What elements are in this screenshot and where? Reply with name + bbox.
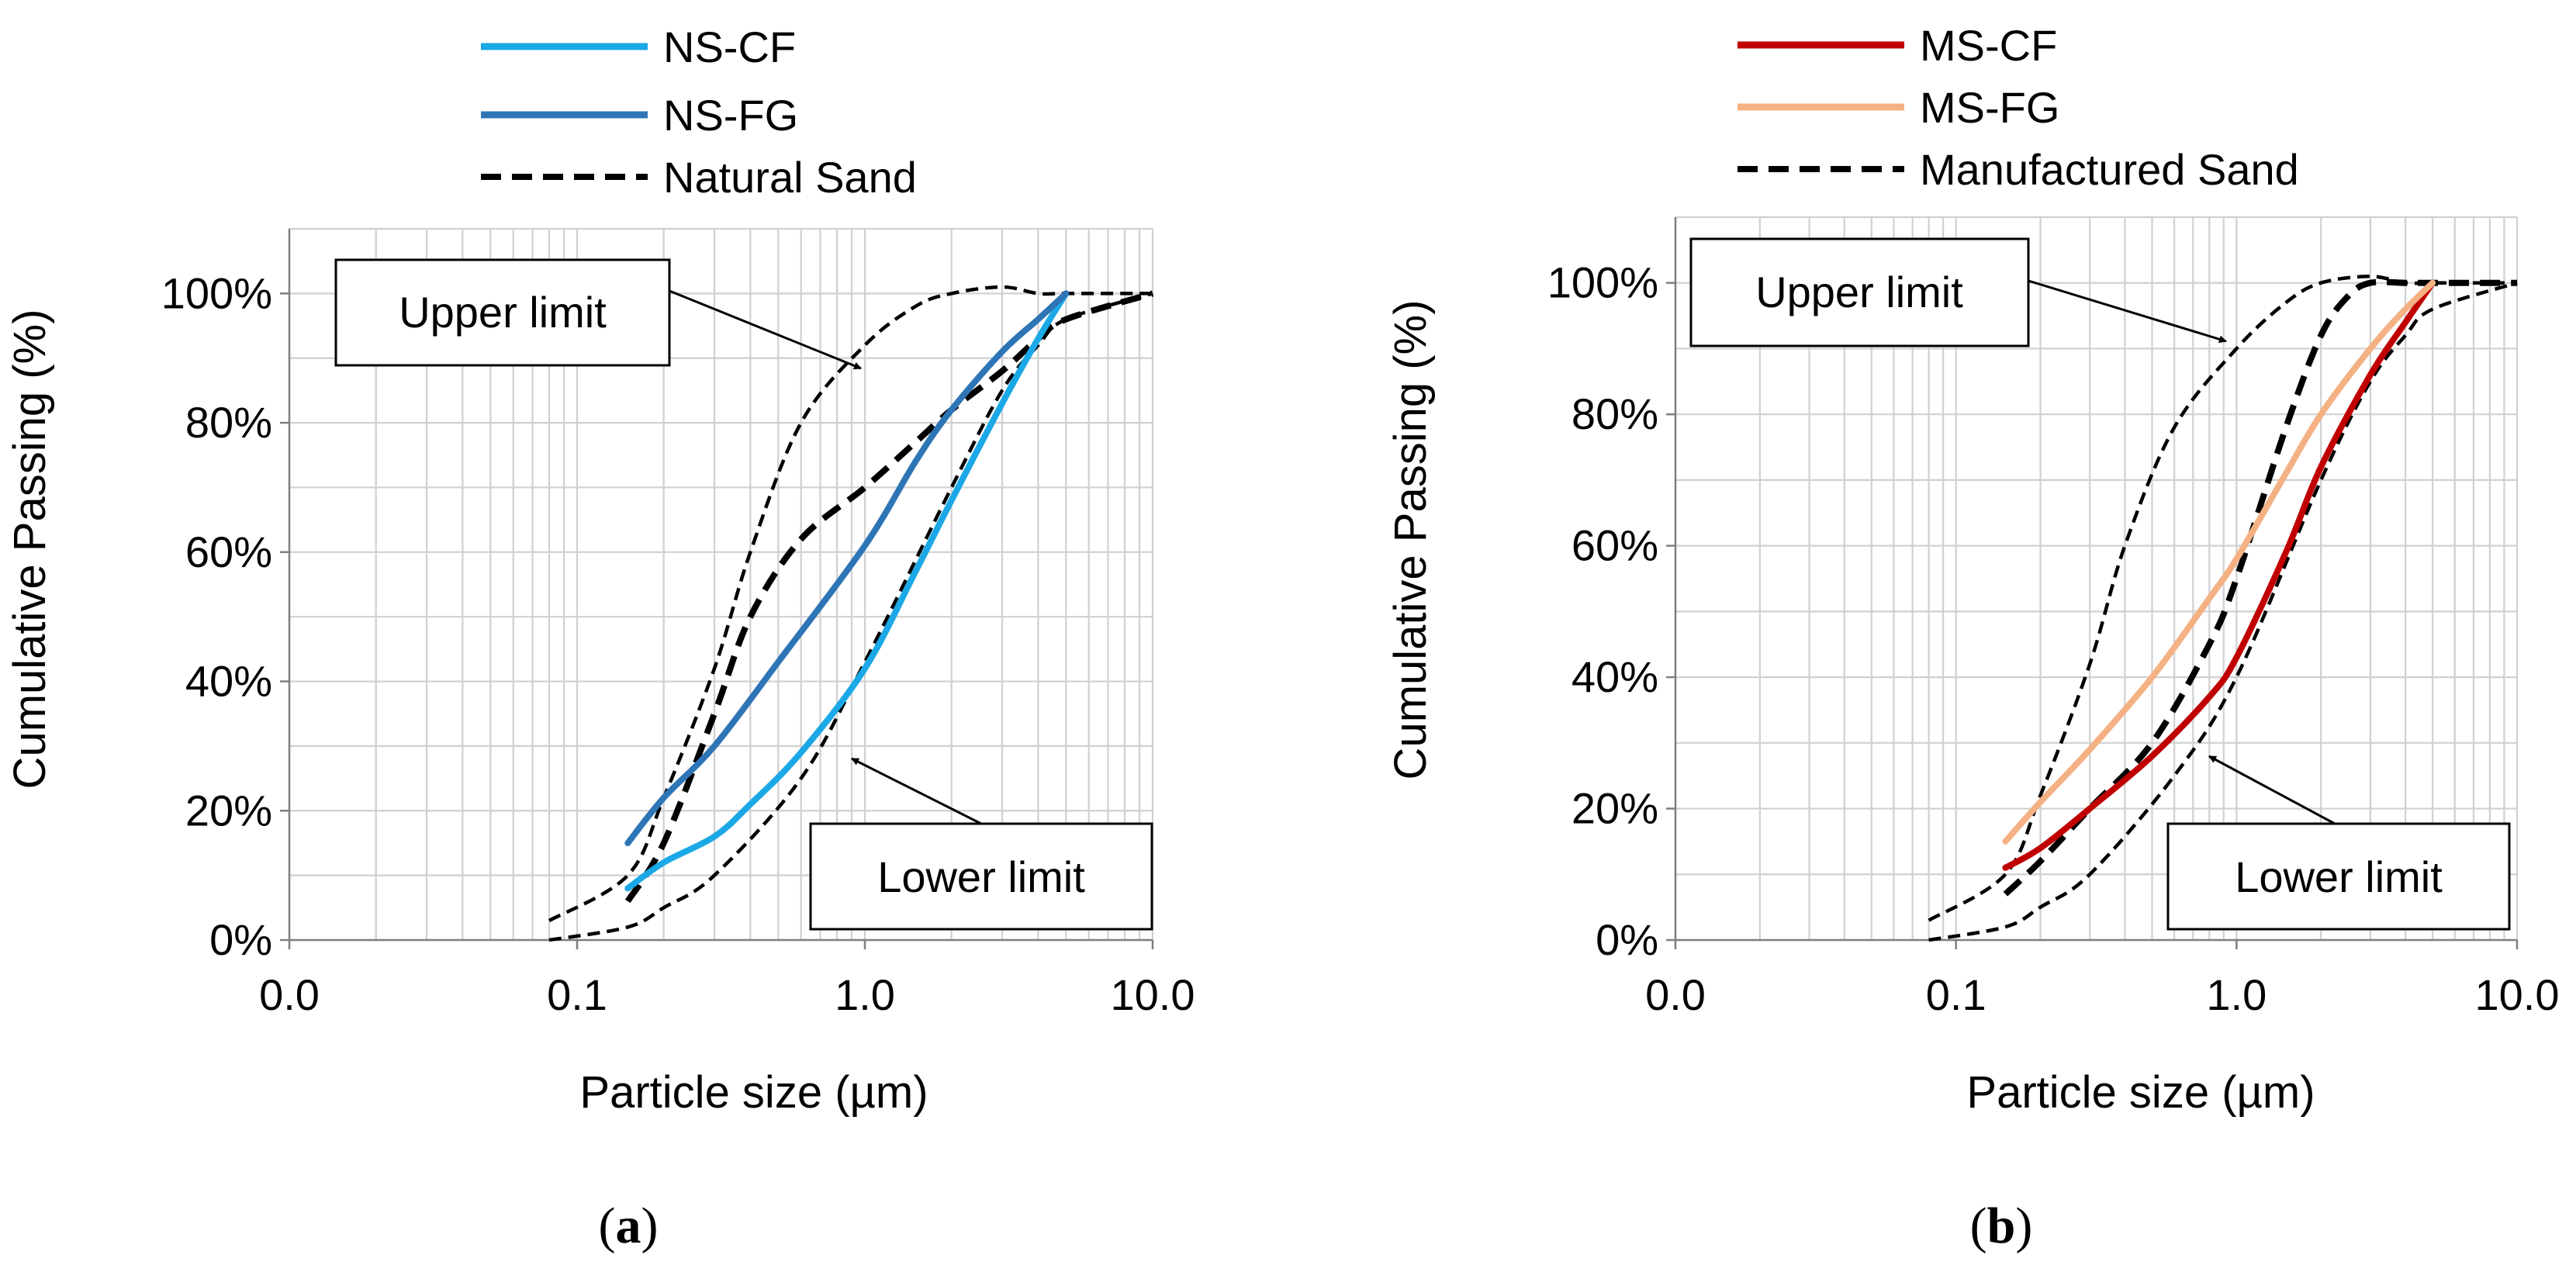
caption-open-paren: ( (599, 1198, 616, 1254)
legend-item-ns-cf: NS-CF (481, 22, 796, 71)
series-ms-fg (2002, 279, 2436, 845)
x-tick-label: 0.1 (547, 970, 607, 1019)
axes (280, 229, 1154, 949)
upper-limit-arrow (2028, 279, 2227, 344)
lower-limit-label: Lower limit (877, 852, 1085, 901)
legend-label-ns-fg: NS-FG (663, 91, 798, 140)
x-tick-label: 0.1 (1926, 970, 1986, 1019)
upper-limit-label: Upper limit (399, 288, 607, 337)
y-axis-label: Cumulative Passing (%) (5, 309, 55, 790)
series-manufactured-sand (2003, 278, 2517, 897)
upper-limit-callout: Upper limit (1689, 237, 2227, 347)
chart-panel-a: 0.0 0.1 1.0 10.0 0% 20% 40% 60% 80% 100% Cumulati… (5, 22, 1195, 1118)
legend-label-natural-sand: Natural Sand (663, 153, 917, 202)
y-tick-label: 20% (1572, 784, 1658, 833)
upper-limit-arrow (669, 289, 862, 370)
upper-limit-label: Upper limit (1755, 268, 1963, 316)
x-tick-label: 0.0 (1645, 970, 1706, 1019)
lower-limit-arrow (2208, 755, 2336, 825)
upper-limit-callout: Upper limit (334, 258, 862, 370)
lower-limit-box (809, 822, 1153, 931)
y-tick-label: 60% (1572, 521, 1658, 570)
y-axis-label: Cumulative Passing (%) (1385, 300, 1436, 780)
tick-labels: 0.0 0.1 1.0 10.0 0% 20% 40% 60% 80% 100% (1547, 258, 2560, 1019)
legend-item-ms-cf: MS-CF (1738, 21, 2057, 70)
y-tick-label: 100% (161, 268, 272, 317)
x-tick-label: 1.0 (835, 970, 895, 1019)
series-curves (548, 285, 1154, 942)
caption-label: b (1987, 1198, 2016, 1254)
series-lower-limit (1928, 281, 2518, 942)
legend-item-ns-fg: NS-FG (481, 91, 798, 140)
upper-limit-box (1689, 237, 2030, 347)
legend: NS-CF NS-FG Natural Sand (481, 22, 917, 202)
caption-a: (a) (599, 1198, 659, 1254)
tick-labels: 0.0 0.1 1.0 10.0 0% 20% 40% 60% 80% 100% (161, 268, 1195, 1019)
y-tick-label: 20% (185, 786, 272, 835)
legend-item-ms-fg: MS-FG (1738, 83, 2059, 132)
caption-open-paren: ( (1970, 1198, 1987, 1254)
x-tick-label: 10.0 (2475, 970, 2560, 1019)
x-axis-label: Particle size (µm) (1966, 1067, 2315, 1118)
upper-limit-box (334, 258, 671, 367)
y-tick-label: 60% (185, 527, 272, 576)
legend-item-natural-sand: Natural Sand (481, 153, 917, 202)
y-tick-label: 40% (185, 657, 272, 706)
series-lower-limit (548, 292, 1153, 942)
lower-limit-label: Lower limit (2235, 852, 2443, 901)
y-tick-label: 80% (1572, 389, 1658, 438)
caption-b: (b) (1970, 1198, 2033, 1254)
caption-label: a (616, 1198, 641, 1254)
series-ns-cf (624, 290, 1070, 892)
y-tick-label: 0% (1596, 915, 1658, 964)
svg-text:(a): (a) (599, 1198, 659, 1254)
legend-label-ms-cf: MS-CF (1920, 21, 2057, 70)
svg-text:(b): (b) (1970, 1198, 2033, 1254)
y-tick-label: 80% (185, 398, 272, 447)
caption-close-paren: ) (641, 1198, 659, 1254)
axes (1666, 217, 2519, 949)
caption-close-paren: ) (2015, 1198, 2032, 1254)
y-tick-label: 0% (209, 915, 272, 964)
legend: MS-CF MS-FG Manufactured Sand (1738, 21, 2299, 194)
chart-panel-b: 0.0 0.1 1.0 10.0 0% 20% 40% 60% 80% 100% Cumulati… (1385, 21, 2560, 1118)
x-axis-label: Particle size (µm) (579, 1067, 928, 1118)
legend-label-ms-fg: MS-FG (1920, 83, 2059, 132)
series-ns-fg (624, 290, 1070, 846)
lower-limit-callout: Lower limit (809, 757, 1153, 931)
series-curves (1928, 275, 2518, 942)
x-tick-label: 0.0 (259, 970, 320, 1019)
legend-label-ns-cf: NS-CF (663, 22, 796, 71)
series-ms-cf (2002, 279, 2436, 871)
lower-limit-box (2166, 822, 2511, 931)
x-tick-label: 10.0 (1111, 970, 1195, 1019)
lower-limit-callout: Lower limit (2166, 755, 2511, 931)
y-tick-label: 40% (1572, 652, 1658, 701)
legend-label-manufactured-sand: Manufactured Sand (1920, 145, 2299, 194)
lower-limit-arrow (851, 757, 982, 825)
legend-item-manufactured-sand: Manufactured Sand (1738, 145, 2299, 194)
y-tick-label: 100% (1547, 258, 1658, 307)
x-tick-label: 1.0 (2206, 970, 2267, 1019)
